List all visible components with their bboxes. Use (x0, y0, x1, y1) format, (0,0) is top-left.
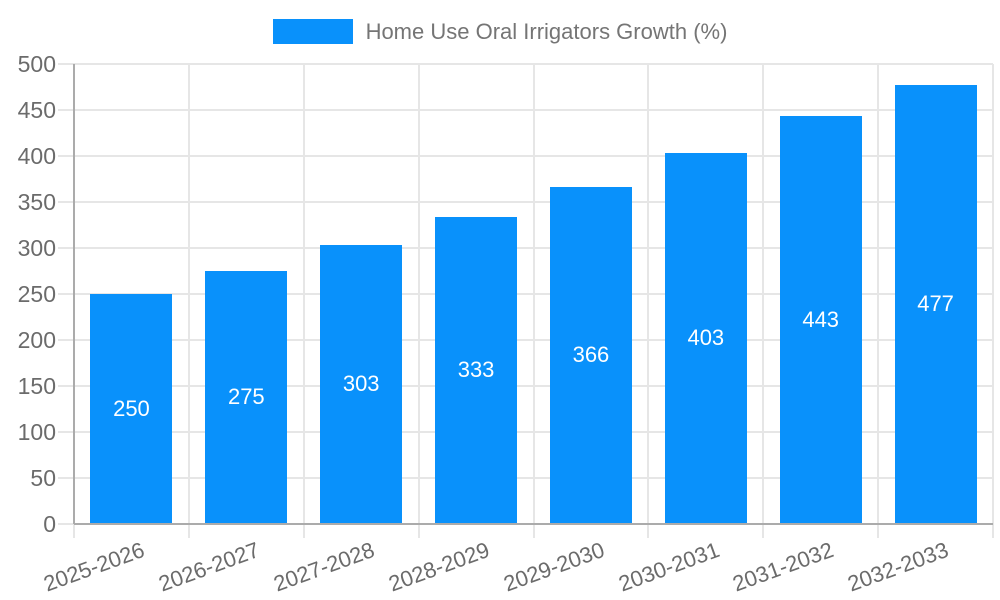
x-tick-label: 2025-2026 (40, 537, 148, 597)
x-gridline (532, 63, 535, 538)
x-gridline (302, 63, 305, 538)
legend-swatch (272, 19, 353, 44)
y-gridline (58, 108, 993, 111)
x-tick-label: 2032-2033 (844, 537, 953, 597)
x-tick-label: 2026-2027 (155, 537, 263, 597)
bar-value-label: 275 (227, 384, 265, 409)
y-gridline (58, 200, 993, 203)
x-tick-label: 2027-2028 (270, 537, 378, 597)
bar[interactable] (320, 244, 403, 524)
y-gridline (58, 384, 993, 387)
bar[interactable] (664, 152, 747, 524)
y-tick-label: 500 (17, 50, 56, 77)
y-gridline (58, 292, 993, 295)
y-gridline (58, 154, 993, 157)
y-gridline (58, 246, 993, 249)
y-gridline (58, 476, 993, 479)
x-axis-line (74, 522, 993, 525)
x-gridline (762, 63, 765, 538)
x-tick-label: 2031-2032 (729, 537, 838, 597)
y-tick-label: 150 (17, 372, 56, 399)
bar-value-label: 443 (802, 306, 840, 332)
x-gridline (417, 63, 420, 538)
y-tick-label: 350 (17, 188, 56, 215)
bar[interactable] (779, 115, 862, 524)
y-tick-label: 450 (17, 96, 56, 123)
y-tick-label: 0 (43, 510, 56, 537)
y-tick-label: 250 (17, 280, 56, 307)
bar[interactable] (90, 293, 173, 524)
legend[interactable]: Home Use Oral Irrigators Growth (%) (0, 19, 1000, 44)
x-tick-label: 2028-2029 (385, 537, 493, 597)
y-tick-label: 50 (30, 464, 56, 491)
y-tick-label: 300 (17, 234, 56, 261)
y-tick-label: 200 (17, 326, 56, 353)
x-tick-label: 2030-2031 (614, 537, 723, 597)
legend-label: Home Use Oral Irrigators Growth (%) (365, 19, 728, 44)
x-gridline (992, 63, 994, 538)
bar-value-label: 477 (917, 291, 954, 317)
y-gridline (58, 62, 993, 65)
x-gridline (877, 63, 880, 538)
y-tick-label: 400 (17, 142, 56, 169)
bar-value-label: 403 (687, 325, 725, 351)
y-axis-line (73, 63, 75, 524)
x-gridline (187, 63, 190, 538)
x-tick-label: 2029-2030 (500, 537, 608, 597)
bar[interactable] (435, 217, 518, 524)
bar[interactable] (549, 186, 632, 524)
bar-value-label: 333 (457, 357, 495, 383)
bar[interactable] (205, 270, 288, 524)
y-tick-label: 100 (17, 418, 56, 445)
bar-value-label: 250 (113, 395, 150, 421)
bar-value-label: 366 (572, 342, 610, 368)
bar[interactable] (894, 84, 977, 524)
bar-value-label: 303 (342, 371, 380, 397)
x-gridline (647, 63, 650, 538)
y-gridline (58, 430, 993, 433)
y-gridline (58, 338, 993, 341)
